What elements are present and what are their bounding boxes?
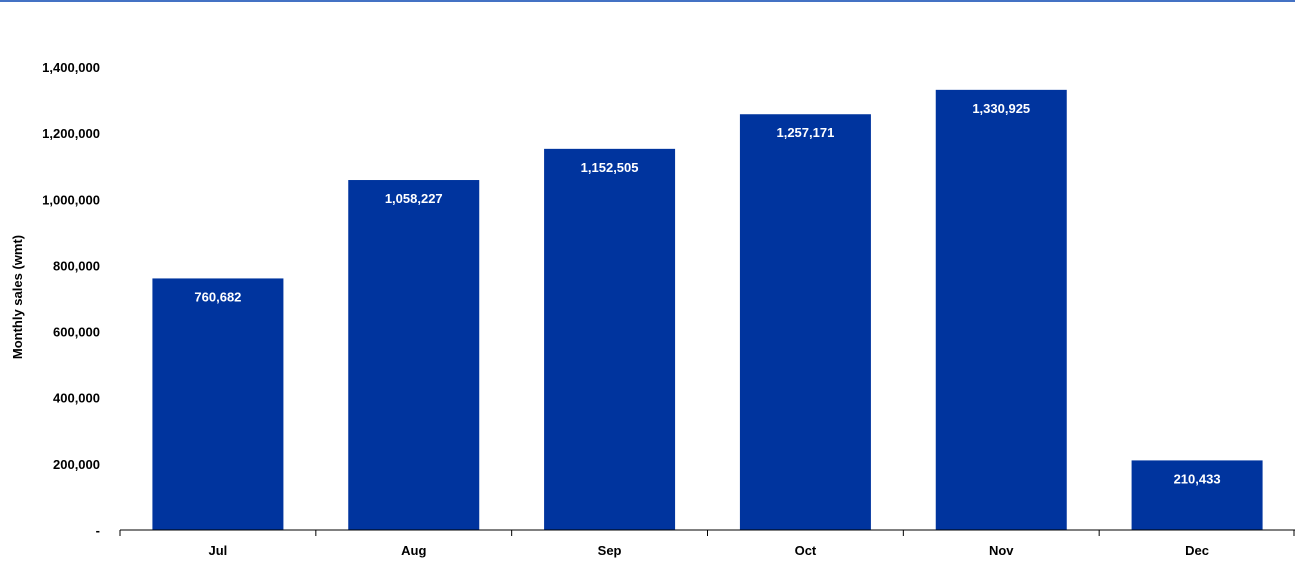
bar xyxy=(348,180,480,530)
x-tick-label: Dec xyxy=(1185,543,1209,558)
x-tick-label: Nov xyxy=(989,543,1014,558)
y-tick-label: 1,000,000 xyxy=(42,192,100,207)
bar xyxy=(1131,460,1263,530)
data-label: 1,152,505 xyxy=(581,160,639,175)
x-tick-label: Jul xyxy=(209,543,228,558)
y-tick-label: 800,000 xyxy=(53,258,100,273)
y-axis-title: Monthly sales (wmt) xyxy=(10,235,25,359)
data-label: 1,058,227 xyxy=(385,191,443,206)
bar xyxy=(544,148,676,530)
y-tick-label: 1,200,000 xyxy=(42,126,100,141)
x-tick-label: Sep xyxy=(598,543,622,558)
bar-series: 760,682 1,058,227 1,152,505 1,257,171 1,330,… xyxy=(152,89,1263,530)
y-tick-label: 400,000 xyxy=(53,391,100,406)
data-label: 210,433 xyxy=(1174,471,1221,486)
y-tick-label: - xyxy=(96,523,100,538)
bar xyxy=(739,114,871,530)
bar xyxy=(935,89,1067,530)
data-label: 1,330,925 xyxy=(972,101,1030,116)
data-label: 1,257,171 xyxy=(776,125,834,140)
data-label: 760,682 xyxy=(194,289,241,304)
y-tick-label: 200,000 xyxy=(53,457,100,472)
y-tick-label: 1,400,000 xyxy=(42,60,100,75)
x-tick-label: Aug xyxy=(401,543,426,558)
x-tick-label: Oct xyxy=(795,543,817,558)
y-axis-ticks: - 200,000 400,000 600,000 800,000 1,000,000 1,… xyxy=(42,60,100,538)
bar xyxy=(152,278,284,530)
x-axis: Jul Aug Sep Oct Nov Dec xyxy=(119,529,1295,558)
y-tick-label: 600,000 xyxy=(53,325,100,340)
